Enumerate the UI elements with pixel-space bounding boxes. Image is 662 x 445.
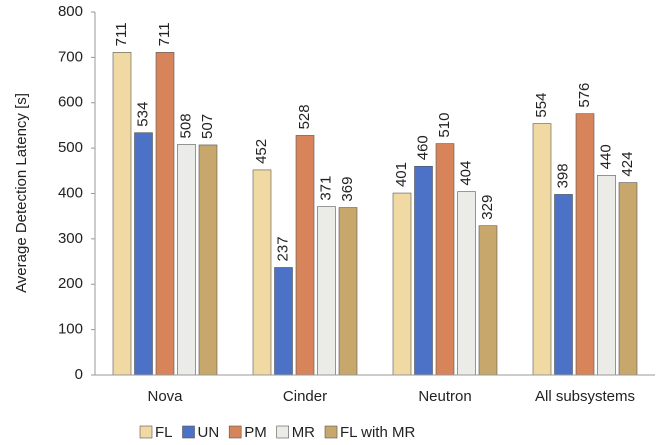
value-label: 452 [253, 139, 270, 164]
bar [112, 52, 132, 376]
bar [597, 175, 616, 376]
legend-swatch [139, 425, 153, 439]
y-tick-label: 600 [58, 94, 83, 111]
value-label: 711 [156, 22, 173, 46]
y-tick-label: 300 [58, 230, 83, 247]
legend-label: FL [155, 424, 173, 441]
legend-label: MR [292, 424, 315, 441]
y-tick-label: 0 [75, 366, 83, 383]
value-label: 507 [199, 114, 216, 139]
bar [317, 206, 336, 376]
legend-swatch [276, 425, 289, 439]
value-label: 554 [533, 93, 550, 118]
value-label: 398 [554, 163, 571, 188]
bar [198, 144, 218, 376]
value-label: 711 [113, 22, 130, 46]
y-tick-label: 200 [58, 275, 83, 292]
bar [414, 165, 433, 376]
x-tick-label: Neutron [418, 388, 471, 405]
legend-swatch [182, 425, 195, 439]
legend-label: FL with MR [340, 424, 415, 441]
y-axis-title: Average Detection Latency [s] [13, 93, 30, 293]
value-label: 534 [134, 102, 151, 127]
bar [155, 52, 175, 376]
value-label: 404 [457, 161, 474, 186]
value-label: 576 [576, 83, 593, 108]
legend-swatch [324, 425, 338, 439]
value-label: 401 [393, 162, 410, 187]
y-tick-label: 700 [58, 48, 83, 65]
bar [532, 123, 552, 376]
value-label: 460 [414, 135, 431, 160]
bar [338, 207, 358, 376]
legend-swatch [228, 425, 242, 439]
x-tick-label: Nova [147, 388, 183, 405]
x-tick-label: All subsystems [535, 388, 635, 405]
y-tick-label: 800 [58, 3, 83, 20]
value-label: 237 [274, 236, 291, 261]
bar [295, 135, 315, 376]
x-tick-label: Cinder [283, 388, 327, 405]
legend-label: PM [244, 424, 267, 441]
bar [554, 194, 573, 376]
bar [177, 144, 196, 376]
bar [392, 192, 412, 376]
y-tick-label: 400 [58, 184, 83, 201]
value-label: 510 [436, 113, 453, 138]
value-label: 369 [339, 177, 356, 202]
legend-label: UN [198, 424, 220, 441]
value-label: 440 [597, 144, 614, 169]
bar [478, 225, 498, 376]
bar [252, 169, 272, 376]
bar [435, 143, 455, 376]
value-label: 371 [317, 176, 334, 201]
value-label: 508 [177, 113, 194, 138]
y-tick-label: 500 [58, 139, 83, 156]
bar [618, 182, 638, 376]
value-label: 329 [479, 195, 496, 220]
bar [134, 132, 153, 376]
value-label: 528 [296, 104, 313, 129]
value-label: 424 [619, 152, 636, 177]
bar [575, 113, 595, 376]
bar [274, 267, 293, 376]
y-tick-label: 100 [58, 321, 83, 338]
bar [457, 191, 476, 376]
